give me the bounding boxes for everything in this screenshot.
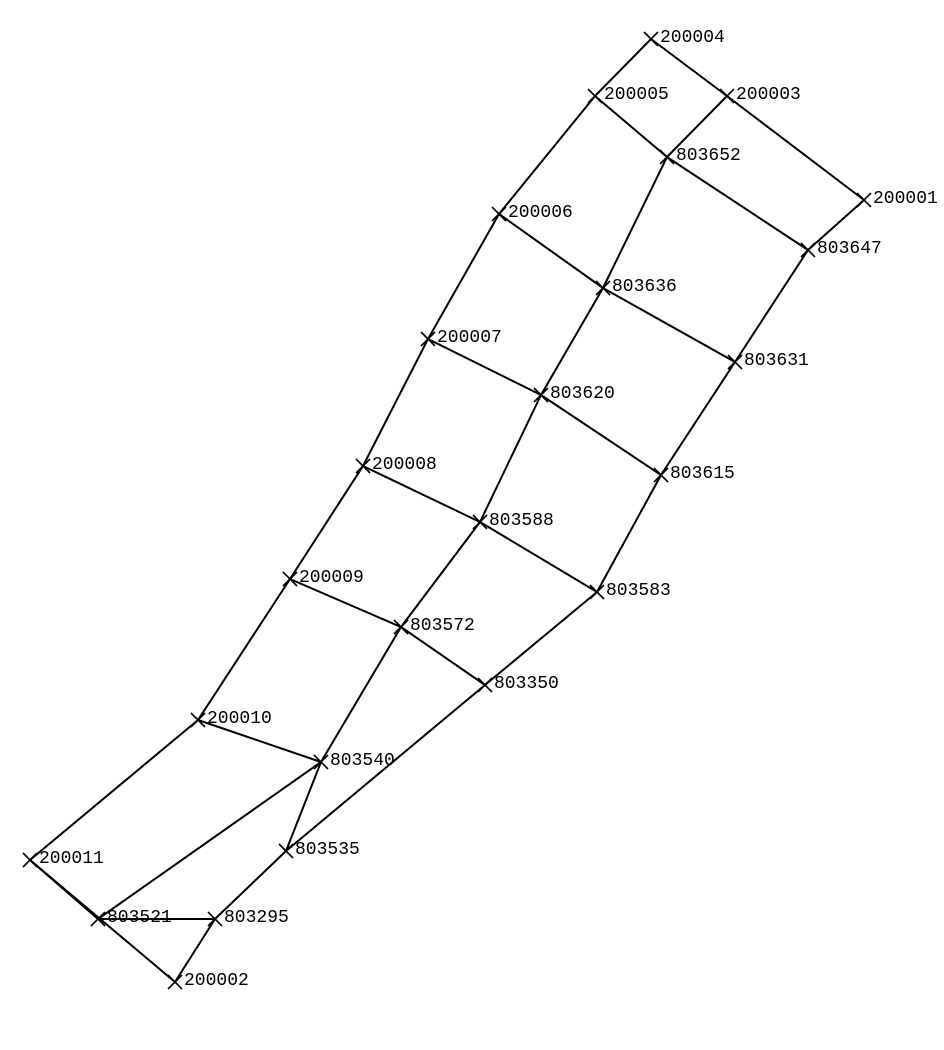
edge	[198, 579, 290, 720]
node-label: 803583	[606, 581, 671, 601]
node-label: 803647	[817, 239, 882, 259]
node: 200004	[644, 28, 725, 48]
node: 803647	[801, 239, 882, 259]
node-label: 200010	[207, 709, 272, 729]
node-label: 803521	[107, 908, 172, 928]
node: 200005	[588, 85, 669, 105]
node-label: 803615	[670, 464, 735, 484]
node-label: 803572	[410, 616, 475, 636]
node-label: 803620	[550, 384, 615, 404]
node-label: 803535	[295, 840, 360, 860]
edge	[597, 475, 661, 592]
edge	[321, 627, 401, 762]
edge	[727, 96, 864, 200]
edge	[661, 362, 735, 475]
edge	[485, 592, 597, 685]
node-label: 803652	[676, 146, 741, 166]
node: 803588	[473, 511, 554, 531]
node: 803535	[279, 840, 360, 860]
node-label: 803350	[494, 674, 559, 694]
edge	[603, 157, 667, 288]
edge	[667, 157, 808, 250]
node-label: 803588	[489, 511, 554, 531]
node-label: 200006	[508, 203, 573, 223]
edge	[363, 339, 428, 466]
edge	[30, 720, 198, 860]
node: 200011	[23, 849, 104, 869]
node-label: 803295	[224, 908, 289, 928]
node-label: 200003	[736, 85, 801, 105]
node-label: 200008	[372, 455, 437, 475]
edge	[499, 214, 603, 288]
edge	[480, 395, 541, 522]
edges-layer	[30, 39, 864, 982]
mesh-diagram: 200004 200005 200003 803652 200001 200006 8036…	[0, 0, 944, 1050]
edge	[428, 214, 499, 339]
edge	[541, 288, 603, 395]
edge	[541, 395, 661, 475]
edge	[603, 288, 735, 362]
node-label: 200011	[39, 849, 104, 869]
node: 803652	[660, 146, 741, 166]
edge	[735, 250, 808, 362]
node: 803350	[478, 674, 559, 694]
node: 200001	[857, 189, 938, 209]
node-label: 803636	[612, 277, 677, 297]
node: 803636	[596, 277, 677, 297]
edge	[480, 522, 597, 592]
edge	[98, 762, 321, 919]
node-label: 200009	[299, 568, 364, 588]
edge	[290, 466, 363, 579]
node-label: 803631	[744, 351, 809, 371]
edge	[401, 522, 480, 627]
node-label: 200005	[604, 85, 669, 105]
nodes-layer: 200004 200005 200003 803652 200001 200006 8036…	[23, 28, 938, 991]
node: 200008	[356, 455, 437, 475]
node: 803295	[208, 908, 289, 928]
node-label: 200001	[873, 189, 938, 209]
node-label: 200004	[660, 28, 725, 48]
node: 200003	[720, 85, 801, 105]
node-label: 803540	[330, 751, 395, 771]
node-label: 200002	[184, 971, 249, 991]
edge	[499, 96, 595, 214]
node-label: 200007	[437, 328, 502, 348]
